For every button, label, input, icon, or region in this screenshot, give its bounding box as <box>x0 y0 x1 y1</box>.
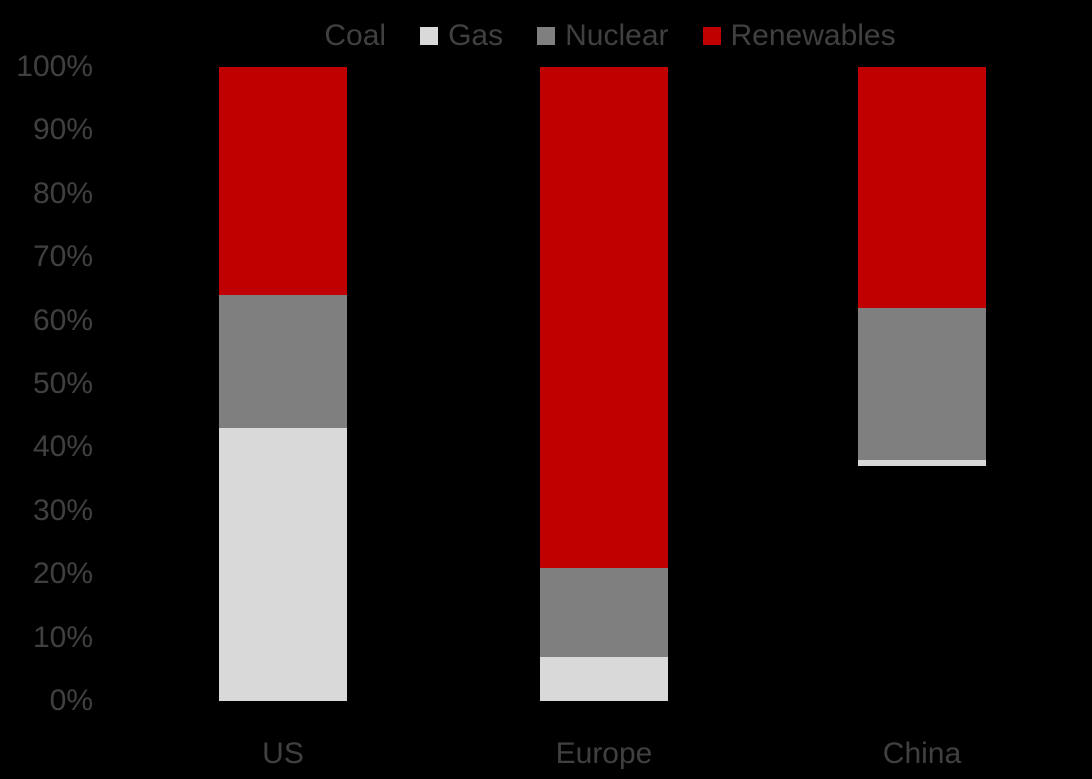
legend-item-nuclear: Nuclear <box>537 19 669 52</box>
bar-china-segment-renewables <box>858 67 986 308</box>
y-tick-50: 50% <box>32 367 93 400</box>
legend-swatch-renewables <box>702 27 721 45</box>
y-tick-90: 90% <box>32 113 93 147</box>
legend-label-renewables: Renewables <box>730 19 896 52</box>
legend-label-nuclear: Nuclear <box>565 19 669 52</box>
bar-china-segment-gas <box>858 460 986 467</box>
bar-europe-segment-gas <box>540 656 668 701</box>
legend-label-coal: Coal <box>324 19 387 52</box>
y-tick-100: 100% <box>16 50 93 83</box>
bar-us-segment-gas <box>219 428 347 701</box>
legend-item-gas: Gas <box>420 20 503 52</box>
legend-swatch-nuclear <box>537 27 556 45</box>
bar-europe-segment-renewables <box>540 67 668 568</box>
bar-europe <box>540 67 668 701</box>
bar-china-segment-nuclear <box>858 307 986 461</box>
legend-label-gas: Gas <box>448 19 504 52</box>
x-label-europe: Europe <box>555 737 653 770</box>
y-tick-20: 20% <box>32 557 93 591</box>
bar-us-segment-renewables <box>219 67 347 296</box>
chart-legend: Coal Gas Nuclear Renewables <box>100 20 1092 52</box>
bar-europe-segment-nuclear <box>540 567 668 657</box>
bar-us <box>219 67 347 701</box>
y-tick-0: 0% <box>49 684 93 717</box>
y-tick-60: 60% <box>32 303 93 337</box>
y-tick-40: 40% <box>32 430 93 464</box>
legend-item-coal: Coal <box>296 20 386 52</box>
bar-us-segment-nuclear <box>219 295 347 429</box>
y-tick-30: 30% <box>32 493 93 527</box>
y-tick-70: 70% <box>32 240 93 274</box>
legend-swatch-coal <box>296 27 315 45</box>
y-tick-10: 10% <box>32 620 93 654</box>
legend-swatch-gas <box>420 27 439 45</box>
y-tick-80: 80% <box>32 176 93 210</box>
bar-china <box>858 67 986 701</box>
x-label-us: US <box>262 737 304 770</box>
legend-item-renewables: Renewables <box>702 19 896 52</box>
x-label-china: China <box>882 737 962 770</box>
bar-china-segment-coal <box>858 466 986 701</box>
